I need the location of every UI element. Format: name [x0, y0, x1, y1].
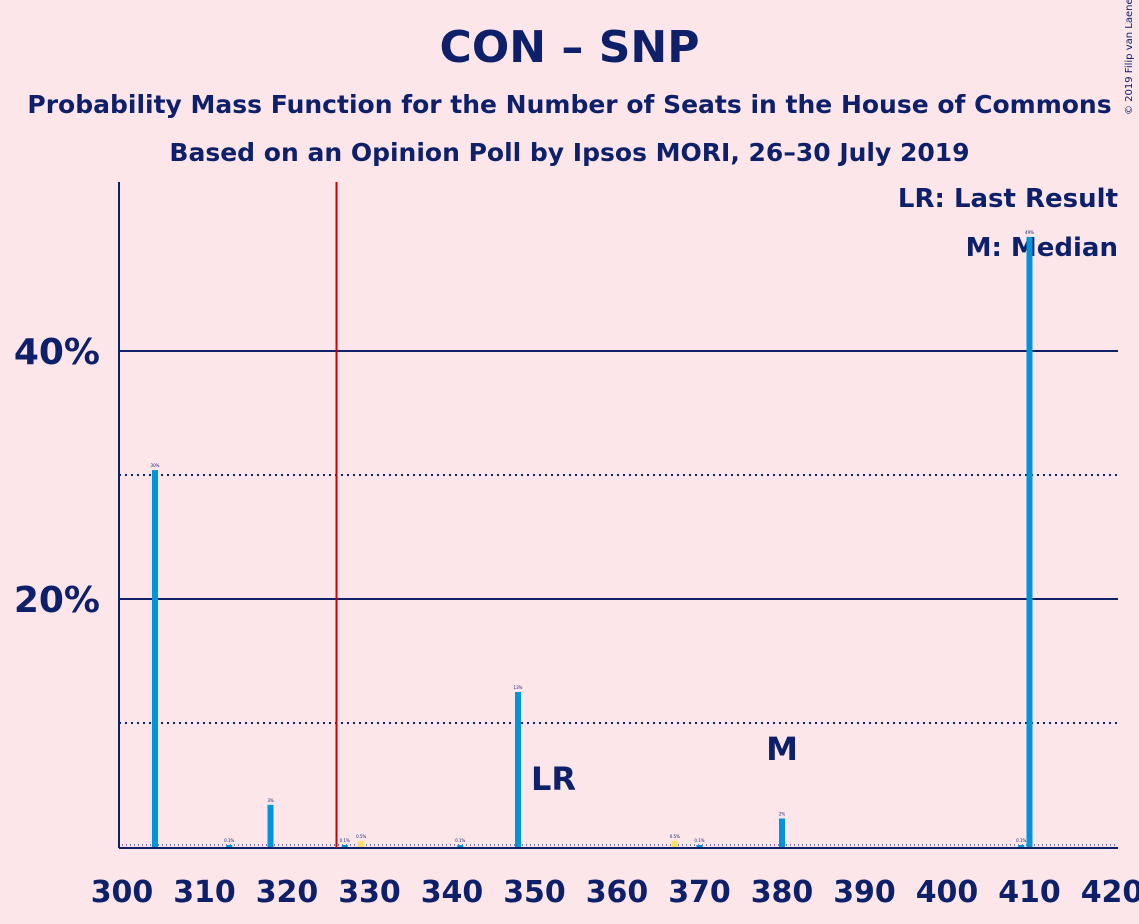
bar-410: [1026, 236, 1033, 848]
bar-label-348: 13%: [514, 685, 523, 690]
x-tick-label-400: 400: [916, 875, 979, 910]
bar-341: [457, 845, 464, 847]
x-tick-label-360: 360: [586, 875, 649, 910]
bar-304: [152, 470, 158, 847]
x-tick-label-350: 350: [503, 875, 566, 910]
x-tick-label-320: 320: [256, 875, 319, 910]
last-result-marker: LR: [531, 760, 576, 798]
bar-label-409: 0.1%: [1016, 838, 1026, 843]
x-tick-label-390: 390: [833, 875, 896, 910]
bar-label-313: 0.1%: [224, 838, 234, 843]
y-tick-label-40: 40%: [14, 332, 100, 373]
bar-label-304: 30%: [151, 463, 160, 468]
x-tick-label-380: 380: [751, 875, 814, 910]
x-tick-label-300: 300: [91, 875, 154, 910]
bar-348: [515, 692, 521, 847]
bar-318: [267, 804, 274, 847]
median-marker: M: [766, 730, 798, 768]
x-tick-label-370: 370: [668, 875, 731, 910]
x-tick-label-340: 340: [421, 875, 484, 910]
bar-label-370: 0.1%: [694, 838, 704, 843]
bar-380: [779, 818, 785, 847]
bar-409: [1018, 845, 1025, 847]
bar-label-327: 0.1%: [340, 838, 350, 843]
bar-329: [358, 840, 365, 847]
chart-subtitle-poll: Based on an Opinion Poll by Ipsos MORI, …: [169, 138, 970, 167]
x-tick-label-410: 410: [998, 875, 1061, 910]
x-tick-label-420: 420: [1081, 875, 1139, 910]
bar-label-410: 49%: [1025, 230, 1034, 235]
bar-label-380: 2%: [779, 811, 786, 816]
legend-median: M: Median: [965, 233, 1118, 263]
x-tick-label-310: 310: [173, 875, 236, 910]
bar-label-367: 0.5%: [670, 834, 680, 839]
legend-last-result: LR: Last Result: [897, 184, 1118, 214]
bar-370: [696, 845, 703, 847]
y-tick-label-20: 20%: [14, 580, 100, 621]
bar-313: [226, 845, 233, 847]
bar-327: [341, 845, 348, 847]
x-tick-label-330: 330: [338, 875, 401, 910]
bar-label-329: 0.5%: [356, 834, 366, 839]
chart-title: CON – SNP: [439, 22, 700, 73]
bar-label-318: 3%: [267, 798, 274, 803]
bar-367: [671, 840, 678, 847]
bar-label-341: 0.1%: [455, 838, 465, 843]
chart-subtitle: Probability Mass Function for the Number…: [27, 90, 1112, 119]
